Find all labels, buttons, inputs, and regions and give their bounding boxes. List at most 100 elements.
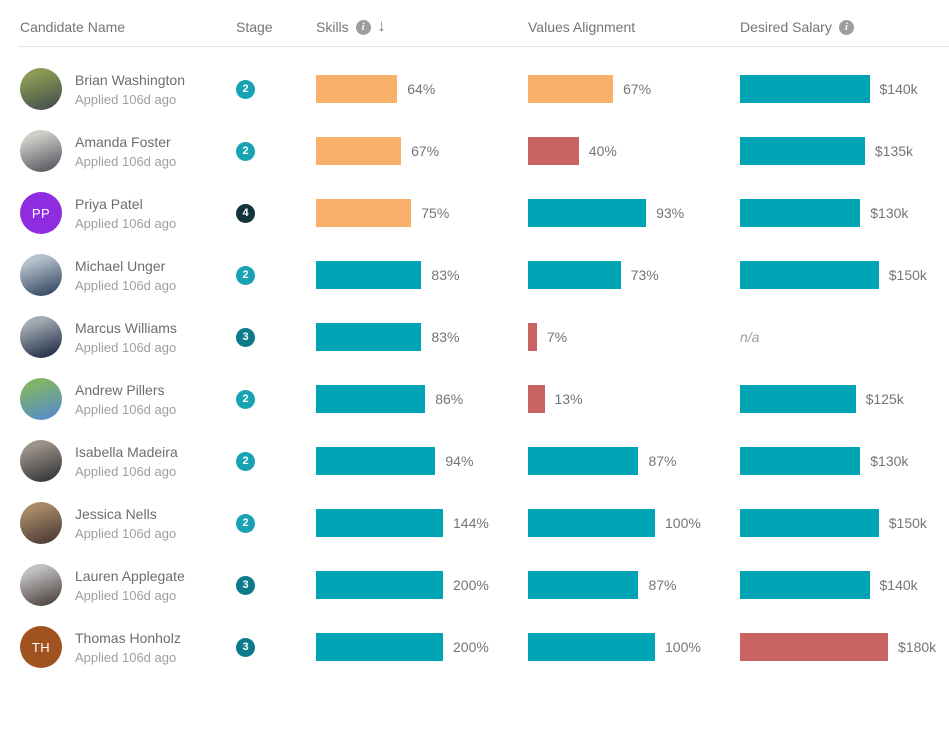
skills-value-label: 200% [453, 639, 489, 655]
skills-bar [316, 385, 426, 413]
candidate-name-cell: Jessica Nells Applied 106d ago [20, 502, 236, 544]
values-alignment-cell: 40% [528, 137, 740, 165]
candidate-row[interactable]: Amanda Foster Applied 106d ago 2 67% 40%… [0, 120, 949, 182]
desired-salary-bar [740, 447, 861, 475]
header-values-alignment-label: Values Alignment [528, 19, 636, 35]
values-alignment-cell: 87% [528, 571, 740, 599]
candidate-row[interactable]: Marcus Williams Applied 106d ago 3 83% 7… [0, 306, 949, 368]
stage-badge: 2 [236, 79, 255, 99]
desired-salary-value-label: $150k [888, 515, 927, 531]
candidate-avatar [20, 378, 62, 420]
candidate-row[interactable]: TH Thomas Honholz Applied 106d ago 3 200… [0, 616, 949, 678]
candidate-applied-date: Applied 106d ago [75, 153, 177, 169]
skills-cell: 75% [316, 199, 528, 227]
stage-badge: 2 [236, 389, 255, 409]
desired-salary-value-label: n/a [740, 329, 760, 345]
candidate-row[interactable]: Brian Washington Applied 106d ago 2 64% … [0, 58, 949, 120]
candidate-name: Michael Unger [75, 257, 166, 274]
header-stage[interactable]: Stage [236, 19, 316, 35]
values-alignment-bar [528, 633, 655, 661]
candidate-avatar [20, 130, 62, 172]
candidate-name: Priya Patel [75, 195, 143, 212]
candidate-row[interactable]: Andrew Pillers Applied 106d ago 2 86% 13… [0, 368, 949, 430]
values-alignment-bar [528, 509, 655, 537]
skills-value-label: 86% [435, 391, 464, 407]
skills-info-icon[interactable]: i [355, 19, 371, 35]
values-alignment-bar [528, 199, 647, 227]
candidate-name: Marcus Williams [75, 319, 177, 336]
desired-salary-cell: $140k [740, 571, 949, 599]
desired-salary-cell: $125k [740, 385, 949, 413]
candidates-table: Candidate Name Stage Skills i ↓ Values A… [0, 0, 949, 678]
table-header: Candidate Name Stage Skills i ↓ Values A… [0, 0, 949, 46]
stage-badge: 3 [236, 575, 255, 595]
candidate-name: Amanda Foster [75, 133, 171, 150]
values-alignment-value-label: 93% [656, 205, 685, 221]
skills-cell: 144% [316, 509, 528, 537]
candidate-name: Lauren Applegate [75, 567, 185, 584]
candidate-applied-date: Applied 106d ago [75, 401, 177, 417]
skills-cell: 83% [316, 261, 528, 289]
candidate-name-cell: Michael Unger Applied 106d ago [20, 254, 236, 296]
salary-info-icon[interactable]: i [838, 19, 854, 35]
skills-cell: 64% [316, 75, 528, 103]
header-candidate-name[interactable]: Candidate Name [20, 19, 236, 35]
values-alignment-cell: 100% [528, 509, 740, 537]
table-body: Brian Washington Applied 106d ago 2 64% … [0, 47, 949, 678]
values-alignment-value-label: 40% [588, 143, 617, 159]
desired-salary-cell: $180k [740, 633, 949, 661]
stage-badge: 2 [236, 141, 255, 161]
desired-salary-cell: $150k [740, 261, 949, 289]
header-candidate-name-label: Candidate Name [20, 19, 126, 35]
values-alignment-cell: 87% [528, 447, 740, 475]
header-skills-label: Skills [316, 19, 349, 35]
skills-bar [316, 137, 402, 165]
values-alignment-bar [528, 261, 621, 289]
desired-salary-bar [740, 633, 888, 661]
header-divider [18, 46, 949, 47]
header-skills[interactable]: Skills i ↓ [316, 18, 528, 36]
skills-cell: 94% [316, 447, 528, 475]
skills-bar [316, 447, 436, 475]
candidate-applied-date: Applied 106d ago [75, 215, 177, 231]
stage-badge: 2 [236, 513, 255, 533]
candidate-applied-date: Applied 106d ago [75, 525, 177, 541]
stage-cell: 4 [236, 203, 316, 223]
skills-value-label: 83% [431, 329, 460, 345]
skills-cell: 200% [316, 633, 528, 661]
candidate-row[interactable]: Jessica Nells Applied 106d ago 2 144% 10… [0, 492, 949, 554]
candidate-name-cell: PP Priya Patel Applied 106d ago [20, 192, 236, 234]
values-alignment-cell: 100% [528, 633, 740, 661]
stage-cell: 2 [236, 389, 316, 409]
candidate-row[interactable]: PP Priya Patel Applied 106d ago 4 75% 93… [0, 182, 949, 244]
candidate-name: Thomas Honholz [75, 629, 181, 646]
desired-salary-value-label: $150k [888, 267, 927, 283]
candidate-avatar [20, 440, 62, 482]
skills-value-label: 83% [431, 267, 460, 283]
candidate-row[interactable]: Isabella Madeira Applied 106d ago 2 94% … [0, 430, 949, 492]
header-desired-salary[interactable]: Desired Salary i [740, 19, 949, 35]
stage-cell: 3 [236, 637, 316, 657]
candidate-name-cell: Andrew Pillers Applied 106d ago [20, 378, 236, 420]
values-alignment-value-label: 13% [554, 391, 583, 407]
candidate-avatar [20, 316, 62, 358]
sort-descending-icon[interactable]: ↓ [377, 18, 386, 35]
candidate-row[interactable]: Michael Unger Applied 106d ago 2 83% 73%… [0, 244, 949, 306]
skills-bar [316, 509, 443, 537]
candidate-avatar [20, 502, 62, 544]
values-alignment-cell: 13% [528, 385, 740, 413]
desired-salary-bar [740, 385, 856, 413]
candidate-applied-date: Applied 106d ago [75, 277, 177, 293]
candidate-row[interactable]: Lauren Applegate Applied 106d ago 3 200%… [0, 554, 949, 616]
candidate-name-cell: TH Thomas Honholz Applied 106d ago [20, 626, 236, 668]
stage-badge: 2 [236, 265, 255, 285]
stage-cell: 3 [236, 327, 316, 347]
header-values-alignment[interactable]: Values Alignment [528, 19, 740, 35]
candidate-applied-date: Applied 106d ago [75, 649, 177, 665]
candidate-name: Brian Washington [75, 71, 185, 88]
skills-bar [316, 323, 422, 351]
stage-badge: 2 [236, 451, 255, 471]
values-alignment-value-label: 7% [546, 329, 568, 345]
desired-salary-bar [740, 571, 870, 599]
desired-salary-bar [740, 137, 865, 165]
